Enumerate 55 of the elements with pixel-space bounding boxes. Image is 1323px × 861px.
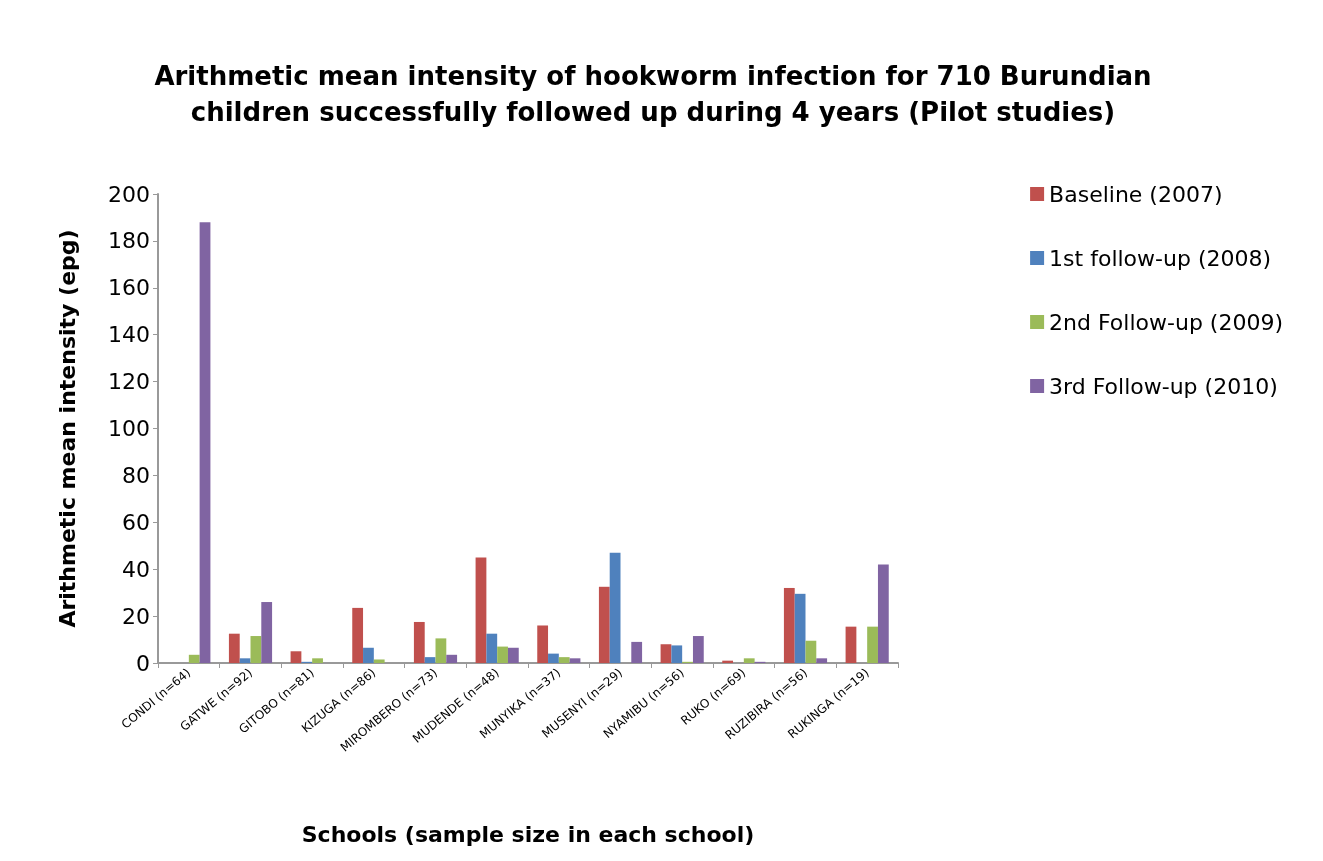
bar <box>363 647 374 663</box>
y-tick-label: 200 <box>108 181 150 207</box>
bar <box>507 647 519 663</box>
y-tick-label: 140 <box>108 322 150 348</box>
bar <box>424 657 436 663</box>
bar <box>537 625 549 663</box>
y-tick-label: 160 <box>108 275 150 301</box>
bar <box>486 633 498 663</box>
chart-title: Arithmetic mean intensity of hookworm infection for 710 Burundian children successfully followed up during 4 years (Pilot studies) <box>154 61 1152 127</box>
bar <box>373 659 385 663</box>
bar <box>794 593 806 663</box>
bar <box>569 658 581 663</box>
bar <box>250 636 262 663</box>
y-tick-label: 120 <box>108 369 150 395</box>
bar <box>598 586 610 663</box>
bar <box>877 564 889 663</box>
bar <box>671 645 683 663</box>
y-tick-label: 20 <box>122 603 150 629</box>
bar <box>188 654 200 663</box>
bar <box>446 654 458 663</box>
x-axis-title: Schools (sample size in each school) <box>301 821 755 847</box>
legend-label: 2nd Follow-up (2009) <box>1049 309 1284 335</box>
bar <box>548 653 559 663</box>
bar <box>290 651 302 663</box>
bar <box>558 657 570 663</box>
bar <box>312 658 323 663</box>
bar <box>805 640 817 663</box>
y-axis-title: Arithmetic mean intensity (epg) <box>54 229 80 628</box>
bar <box>228 633 240 663</box>
bar <box>475 557 487 663</box>
bar <box>239 658 251 663</box>
bar <box>497 646 508 663</box>
y-tick-label: 180 <box>108 228 150 254</box>
bar <box>867 626 878 663</box>
bar <box>352 607 364 663</box>
bar <box>261 602 273 663</box>
y-tick-label: 80 <box>122 462 150 488</box>
bar <box>660 644 672 663</box>
y-tick-label: 60 <box>122 509 150 535</box>
bar <box>845 626 857 663</box>
legend-label: 3rd Follow-up (2010) <box>1049 373 1278 399</box>
bar <box>783 587 795 663</box>
bar <box>199 222 211 663</box>
y-tick-label: 40 <box>122 556 150 582</box>
bar <box>413 621 425 663</box>
legend-label: 1st follow-up (2008) <box>1049 245 1272 271</box>
bar <box>816 658 828 663</box>
bar <box>743 658 755 663</box>
legend-label: Baseline (2007) <box>1049 181 1223 207</box>
bar <box>631 641 643 663</box>
bar <box>692 636 704 663</box>
y-tick-label: 0 <box>136 650 150 676</box>
bar <box>435 638 447 663</box>
bar <box>609 552 621 663</box>
y-tick-label: 100 <box>108 416 150 441</box>
